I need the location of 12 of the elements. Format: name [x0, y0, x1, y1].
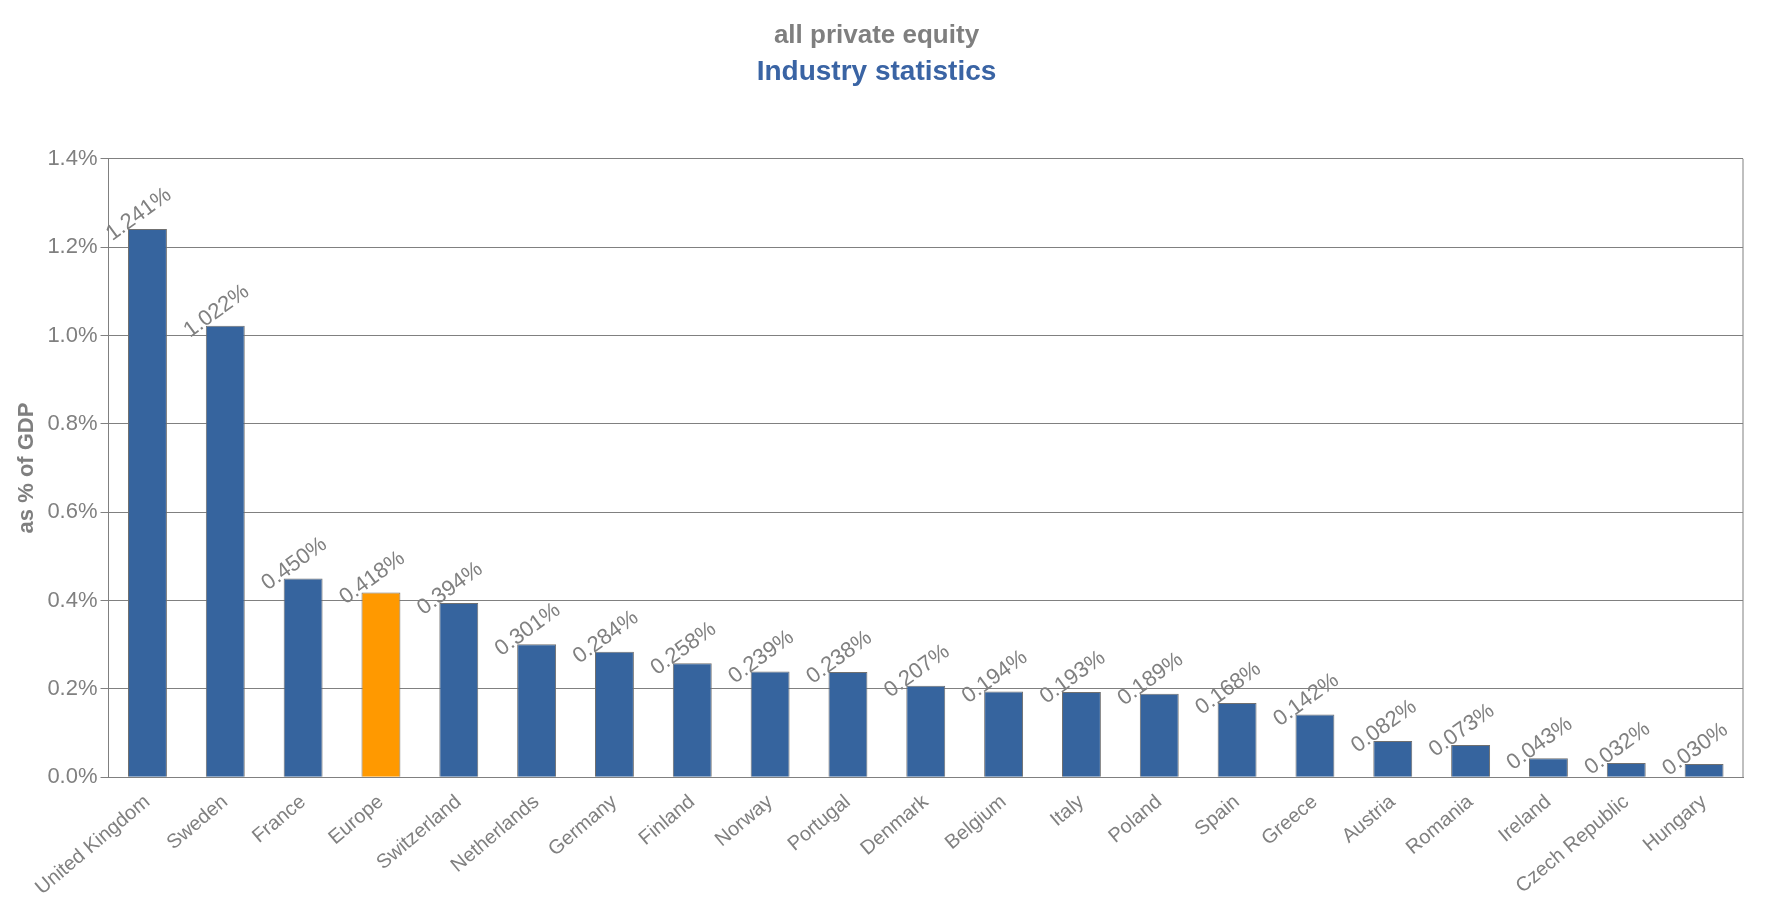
y-tick-label: 0.8%: [47, 409, 98, 435]
y-tick-label: 1.4%: [47, 144, 98, 170]
y-tick-label: 0.4%: [47, 586, 98, 612]
y-tick-label: 1.2%: [47, 233, 98, 259]
y-axis-title: as % of GDP: [13, 402, 39, 534]
y-tick-label: 0.6%: [47, 498, 98, 524]
y-tick-label: 0.2%: [47, 674, 98, 700]
chart-title: all private equity: [773, 18, 980, 49]
chart-subtitle: Industry statistics: [756, 54, 997, 86]
x-tick-label: Italy: [1045, 789, 1088, 831]
y-tick-label: 1.0%: [47, 321, 98, 347]
y-tick-label: 0.0%: [47, 763, 98, 789]
